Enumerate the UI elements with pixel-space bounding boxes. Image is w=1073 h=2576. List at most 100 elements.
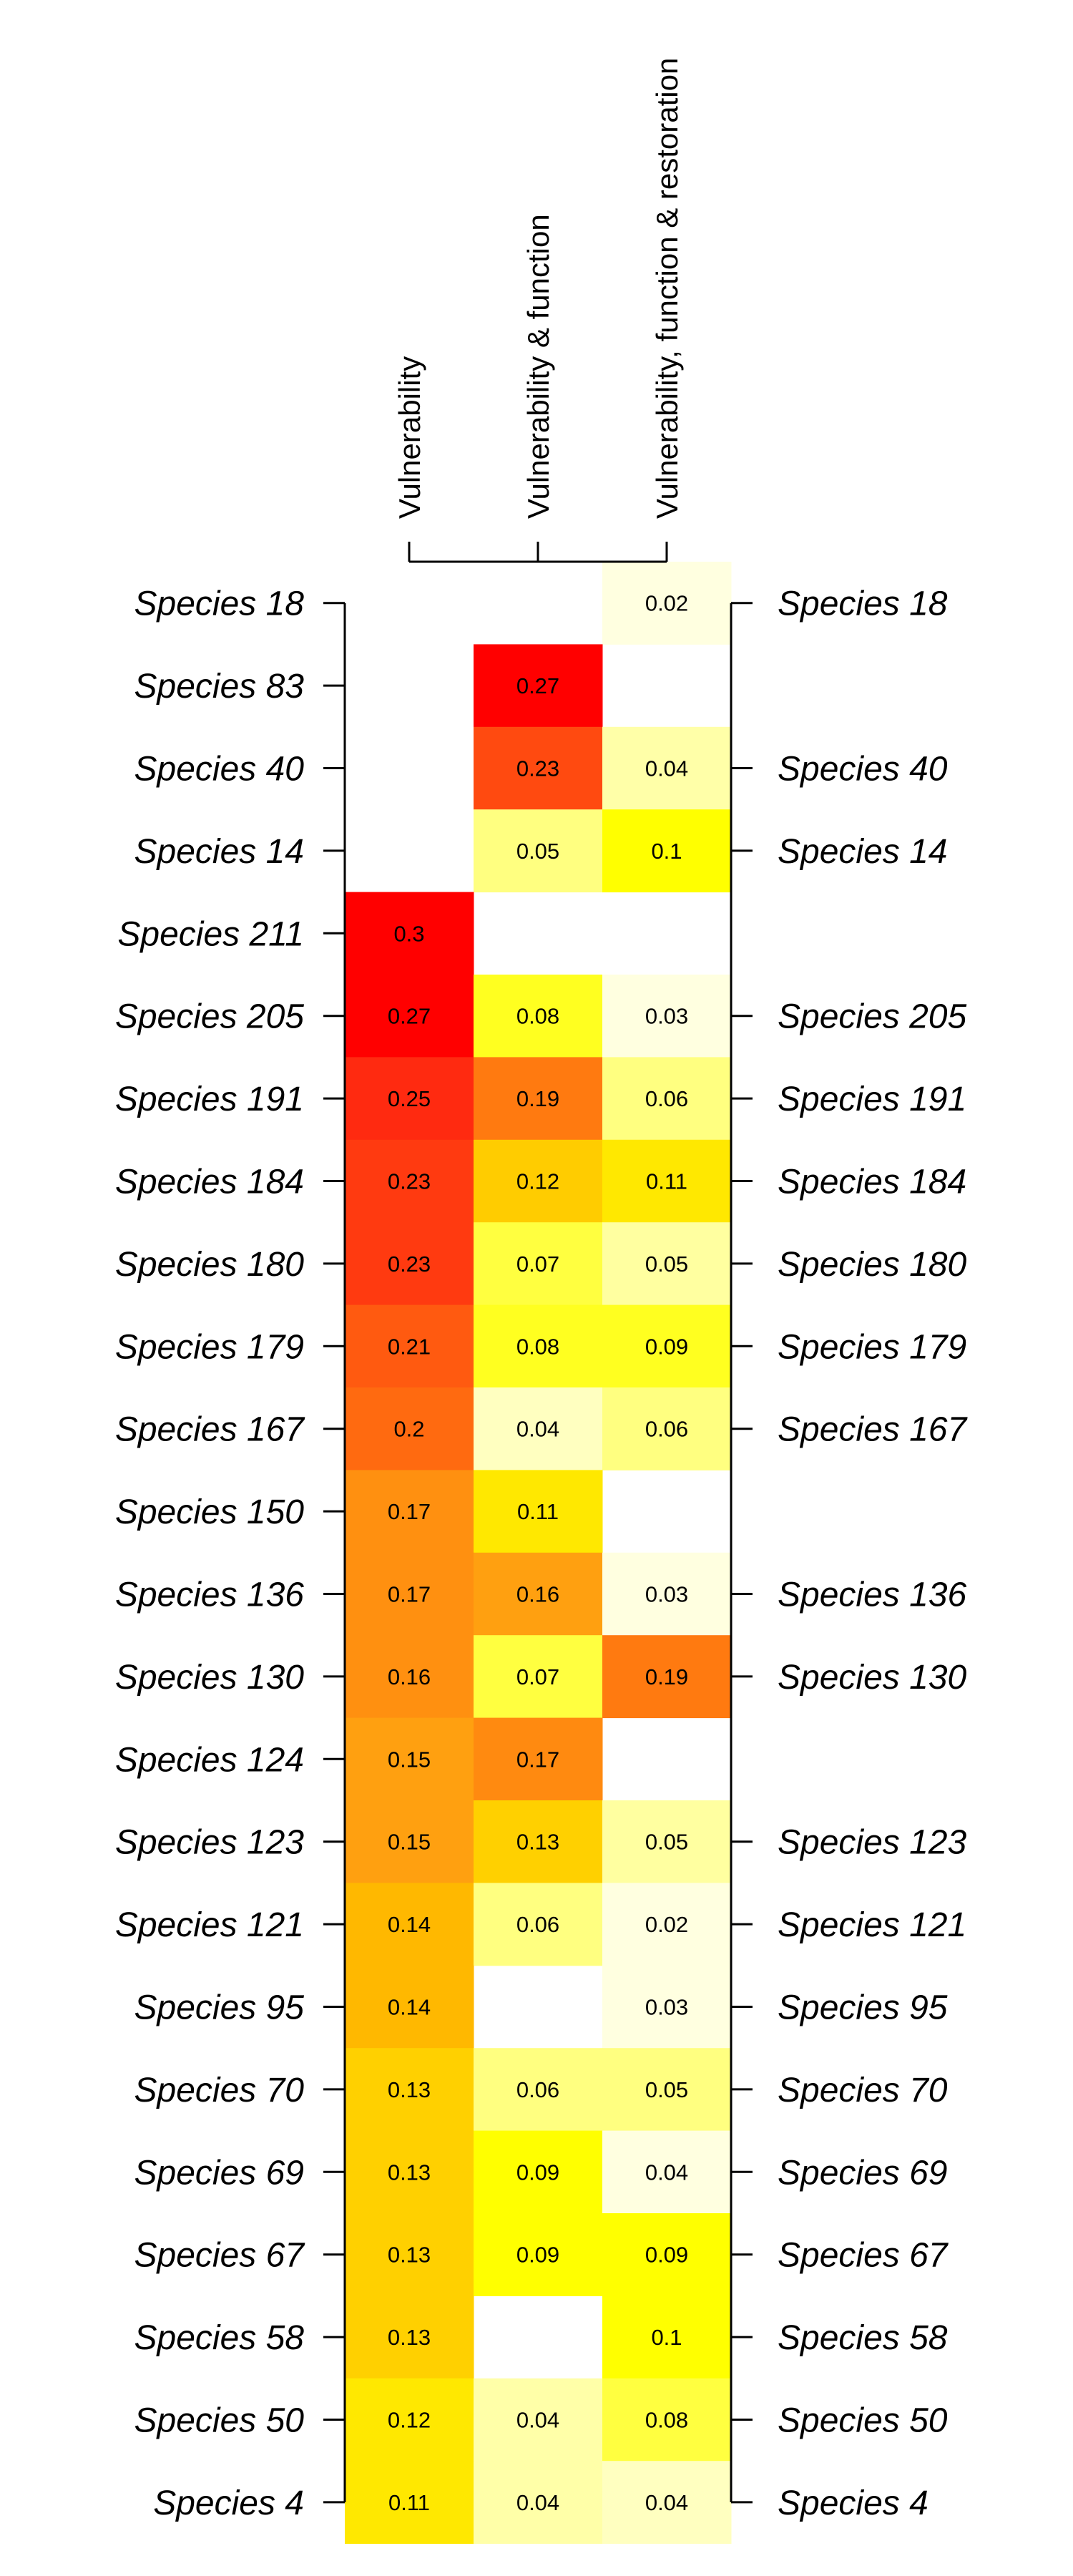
cell-value-label: 0.03 (645, 1582, 688, 1607)
row-label-left: Species 179 (115, 1328, 304, 1366)
cell-value-label: 0.11 (388, 2490, 430, 2515)
heat-cell (602, 1965, 732, 2049)
row-label-left: Species 191 (115, 1080, 304, 1118)
heat-cell (474, 2378, 603, 2462)
heat-cell (345, 1635, 474, 1719)
heat-cell (345, 975, 474, 1058)
cell-value-label: 0.11 (517, 1499, 559, 1524)
column-label: Vulnerability (393, 356, 426, 519)
cell-value-label: 0.15 (388, 1830, 431, 1855)
cell-value-label: 0.3 (393, 921, 424, 946)
cell-value-label: 0.11 (646, 1169, 687, 1194)
cell-value-label: 0.04 (516, 2408, 559, 2433)
cell-value-label: 0.17 (388, 1499, 431, 1524)
heat-cell (602, 2378, 732, 2462)
row-label-left: Species 167 (115, 1411, 305, 1449)
heat-cell (602, 809, 732, 893)
cell-value-label: 0.06 (516, 1912, 559, 1937)
heat-cell (602, 2213, 732, 2296)
row-label-right: Species 40 (778, 751, 948, 789)
cell-value-label: 0.13 (516, 1830, 559, 1855)
cell-value-label: 0.15 (388, 1747, 431, 1772)
cell-value-label: 0.23 (388, 1169, 431, 1194)
column-label: Vulnerability & function (521, 214, 555, 519)
heat-cell (345, 1222, 474, 1306)
heat-cell (474, 1222, 603, 1306)
heat-cell (345, 892, 474, 975)
cell-value-label: 0.23 (516, 756, 559, 781)
cell-value-label: 0.1 (651, 2325, 682, 2350)
heat-cell (345, 1965, 474, 2049)
heat-cell (474, 644, 603, 728)
row-label-right: Species 205 (778, 998, 966, 1036)
heat-cell (345, 1057, 474, 1141)
heat-cell (474, 2048, 603, 2132)
row-label-right: Species 70 (778, 2072, 948, 2109)
cell-value-label: 0.1 (651, 839, 682, 864)
row-label-left: Species 18 (134, 585, 305, 623)
heat-cell (474, 726, 603, 810)
left-axis: Species 18 Species 83 Species 40 Species 14… (115, 585, 346, 2522)
heat-cell (474, 1304, 603, 1388)
cell-value-label: 0.06 (516, 2077, 559, 2102)
cell-value-label: 0.25 (388, 1086, 431, 1111)
row-label-left: Species 180 (115, 1246, 304, 1284)
heat-cell (602, 2296, 732, 2379)
heat-cell (345, 2461, 474, 2545)
cell-value-label: 0.12 (388, 2408, 431, 2433)
cell-value-label: 0.08 (516, 1334, 559, 1359)
row-label-right: Species 58 (778, 2319, 948, 2357)
row-label-left: Species 123 (115, 1824, 304, 1862)
row-label-right: Species 191 (778, 1080, 966, 1118)
heat-cell (345, 1552, 474, 1636)
row-label-right: Species 130 (778, 1659, 966, 1697)
cell-value-label: 0.13 (388, 2160, 431, 2185)
heat-cell (602, 2461, 732, 2545)
heat-cell (602, 562, 732, 645)
cell-value-label: 0.13 (388, 2325, 431, 2350)
row-label-right: Species 179 (778, 1328, 966, 1366)
cell-value-label: 0.09 (645, 1334, 688, 1359)
cell-value-label: 0.02 (645, 591, 688, 616)
heat-cell (474, 975, 603, 1058)
cell-value-label: 0.17 (516, 1747, 559, 1772)
cell-value-label: 0.19 (516, 1086, 559, 1111)
row-label-left: Species 58 (134, 2319, 305, 2357)
cell-value-label: 0.04 (516, 2490, 559, 2515)
heat-cell (602, 975, 732, 1058)
cell-value-label: 0.07 (516, 1664, 559, 1689)
cell-value-label: 0.05 (645, 1830, 688, 1855)
cell-value-label: 0.03 (645, 1995, 688, 2020)
row-label-left: Species 50 (134, 2402, 305, 2440)
heat-cell (345, 1304, 474, 1388)
heat-cell (474, 2461, 603, 2545)
top-axis: Vulnerability Vulnerability & function Vul… (393, 58, 684, 563)
row-label-left: Species 14 (134, 833, 305, 871)
heat-cell (345, 1387, 474, 1470)
row-label-right: Species 184 (778, 1163, 966, 1201)
cell-value-label: 0.13 (388, 2243, 431, 2268)
row-label-right: Species 50 (778, 2402, 948, 2440)
row-label-left: Species 40 (134, 751, 305, 789)
right-axis: Species 18 Species 40 Species 14 Species 20… (730, 585, 968, 2522)
heat-cell (345, 1717, 474, 1801)
row-label-left: Species 121 (115, 1906, 304, 1944)
cell-value-label: 0.17 (388, 1582, 431, 1607)
cell-value-label: 0.16 (516, 1582, 559, 1607)
heatmap-cells: 0.02 0.27 0.23 0.04 0.05 0.1 0.3 0.27 0.08 0.03 0.… (345, 562, 732, 2545)
cell-value-label: 0.09 (516, 2243, 559, 2268)
row-label-left: Species 124 (115, 1741, 304, 1779)
cell-value-label: 0.04 (645, 2160, 688, 2185)
cell-value-label: 0.14 (388, 1995, 431, 2020)
cell-value-label: 0.23 (388, 1252, 431, 1277)
row-label-left: Species 95 (134, 1989, 305, 2027)
row-label-left: Species 205 (115, 998, 304, 1036)
row-label-left: Species 70 (134, 2072, 305, 2109)
cell-value-label: 0.08 (516, 1004, 559, 1029)
row-label-right: Species 14 (778, 833, 948, 871)
heat-cell (474, 1057, 603, 1141)
row-label-right: Species 180 (778, 1246, 966, 1284)
heat-cell (602, 1222, 732, 1306)
heat-cell (474, 2213, 603, 2296)
heat-cell (474, 1139, 603, 1223)
